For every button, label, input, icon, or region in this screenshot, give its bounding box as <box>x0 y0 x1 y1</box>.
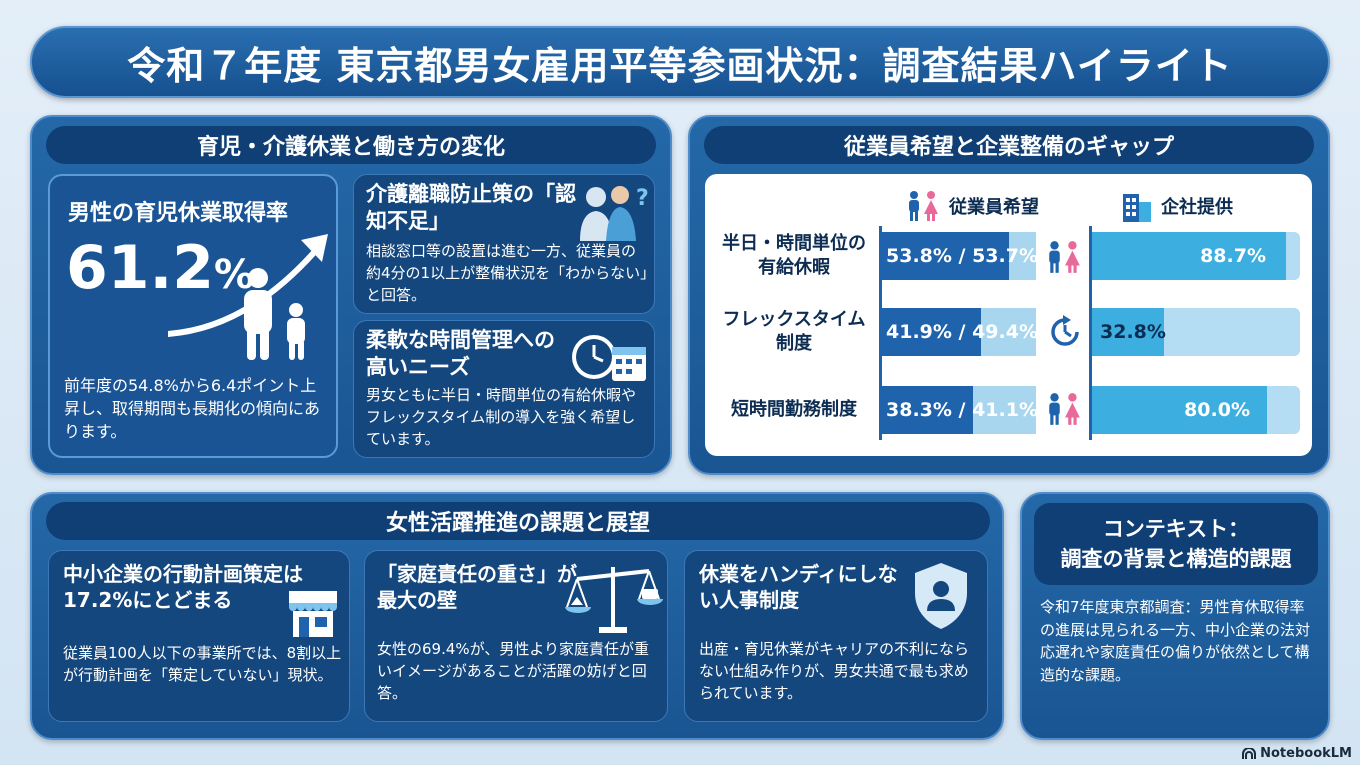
column-head-company: 企社提供 <box>1121 190 1233 222</box>
paternity-rate-description: 前年度の54.8%から6.4ポイント上昇し、取得期間も長期化の傾向にあります。 <box>64 376 321 442</box>
clock-refresh-icon <box>1051 315 1079 346</box>
column-head-company-label: 企社提供 <box>1161 197 1233 218</box>
balance-scale-icon <box>565 567 663 633</box>
male-female-icon <box>1049 393 1080 425</box>
care-awareness-description: 相談窓口等の設置は進む一方、従業員の約4分の1以上が整備状況を「わからない」と回… <box>366 242 648 304</box>
office-building-icon <box>1123 194 1151 222</box>
shield-person-icon <box>915 563 967 629</box>
employee-bar-track-0: 53.8% / 53.7% <box>882 232 1038 280</box>
company-bar-fill-0 <box>1092 232 1287 280</box>
growth-arrow-father-child-icon <box>168 234 328 360</box>
gap-chart: 従業員希望 企社提供 半日・時間単位の 有給休暇 フレックスタイム 制度 短時間… <box>705 174 1312 456</box>
care-awareness-title: 介護離職防止策の「認知不足」 <box>366 182 576 234</box>
shop-storefront-icon <box>289 591 337 637</box>
section-header-leave: 育児・介護休業と働き方の変化 <box>46 126 656 164</box>
sme-plan-title: 中小企業の行動計画策定は17.2%にとどまる <box>63 562 303 612</box>
notebooklm-logo-icon <box>1242 747 1257 759</box>
stat-unit: % <box>214 252 255 298</box>
section-header-gap: 従業員希望と企業整備のギャップ <box>704 126 1314 164</box>
company-bar-label-1: 32.8% <box>1100 321 1166 343</box>
company-bar-fill-2 <box>1092 386 1268 434</box>
card-hr-system: 休業をハンディにしない人事制度 出産・育児休業がキャリアの不利にならない仕組み作… <box>684 550 988 722</box>
row-label-flextime: フレックスタイム 制度 <box>722 309 866 355</box>
male-female-icon <box>909 191 938 221</box>
employee-bar-men-2 <box>882 386 973 434</box>
card-care-awareness: 介護離職防止策の「認知不足」 ? 相談窓口等の設置は進む一方、従業員の約4分の1… <box>353 174 655 314</box>
context-description: 令和7年度東京都調査：男性育休取得率の進展は見られる一方、中小企業の法対応遅れや… <box>1040 598 1311 684</box>
paternity-rate-value: 61.2% <box>66 238 254 298</box>
family-responsibility-description: 女性の69.4%が、男性より家庭責任が重いイメージがあることが活躍の妨げと回答。 <box>377 640 650 702</box>
family-responsibility-title: 「家庭責任の重さ」が最大の壁 <box>377 562 577 612</box>
card-flexible-time: 柔軟な時間管理への高いニーズ 男女ともに半日・時間単位の有給休暇やフレックスタイ… <box>353 320 655 458</box>
notebooklm-brand-label: NotebookLM <box>1260 746 1352 761</box>
company-bar-label-0: 88.7% <box>1200 245 1266 267</box>
company-bar-track-2: 80.0% <box>1092 386 1300 434</box>
sme-plan-description: 従業員100人以下の事業所では、8割以上が行動計画を「策定していない」現状。 <box>63 644 342 684</box>
notebooklm-brand: NotebookLM <box>1242 746 1352 761</box>
column-head-employee: 従業員希望 <box>905 190 1039 222</box>
hr-system-description: 出産・育児休業がキャリアの不利にならない仕組み作りが、男女共通で最も求められてい… <box>699 640 970 702</box>
clock-calendar-icon <box>572 335 646 381</box>
section-header-women: 女性活躍推進の課題と展望 <box>46 502 990 540</box>
employee-bar-men-0 <box>882 232 1010 280</box>
card-paternity-rate: 男性の育児休業取得率 61.2% 前年度の54.8%から6.4ポイント上昇し、取… <box>48 174 338 458</box>
svg-text:?: ? <box>636 186 649 211</box>
employee-bar-track-1: 41.9% / 49.4% <box>882 308 1038 356</box>
paternity-rate-title: 男性の育児休業取得率 <box>68 201 289 226</box>
stat-number: 61.2 <box>66 233 215 303</box>
employee-bar-label-1: 41.9% / 49.4% <box>886 321 1038 343</box>
hr-system-title: 休業をハンディにしない人事制度 <box>699 562 898 612</box>
company-bar-track-1: 32.8% <box>1092 308 1300 356</box>
company-bar-track-0: 88.7% <box>1092 232 1300 280</box>
row-label-half-day-leave: 半日・時間単位の 有給休暇 <box>722 233 866 279</box>
company-bar-label-2: 80.0% <box>1184 399 1250 421</box>
male-female-icon <box>1049 241 1080 273</box>
section-header-context: コンテキスト： 調査の背景と構造的課題 <box>1034 503 1318 585</box>
axis-employee <box>879 226 882 440</box>
employee-bar-track-2: 38.3% / 41.1% <box>882 386 1038 434</box>
page-title: 令和７年度 東京都男女雇用平等参画状況：調査結果ハイライト <box>30 26 1330 98</box>
employee-bar-men-1 <box>882 308 982 356</box>
flexible-time-title: 柔軟な時間管理への高いニーズ <box>366 328 555 380</box>
company-bar-fill-1 <box>1092 308 1164 356</box>
column-head-employee-label: 従業員希望 <box>949 197 1039 218</box>
card-sme-plan: 中小企業の行動計画策定は17.2%にとどまる 従業員100人以下の事業所では、8… <box>48 550 350 722</box>
caregiver-question-icon: ? <box>580 186 649 241</box>
flexible-time-description: 男女ともに半日・時間単位の有給休暇やフレックスタイム制の導入を強く希望しています… <box>366 386 637 448</box>
axis-company <box>1089 226 1092 440</box>
row-label-short-hours: 短時間勤務制度 <box>731 399 857 420</box>
card-family-responsibility: 「家庭責任の重さ」が最大の壁 女性の69.4%が、男性より家庭責任が重いイメージ… <box>364 550 668 722</box>
employee-bar-label-2: 38.3% / 41.1% <box>886 399 1038 421</box>
employee-bar-label-0: 53.8% / 53.7% <box>886 245 1038 267</box>
